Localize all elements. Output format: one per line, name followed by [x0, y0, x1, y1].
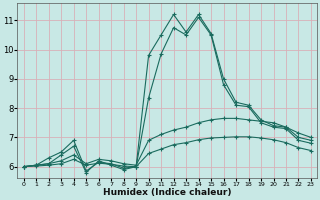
X-axis label: Humidex (Indice chaleur): Humidex (Indice chaleur)	[103, 188, 232, 197]
